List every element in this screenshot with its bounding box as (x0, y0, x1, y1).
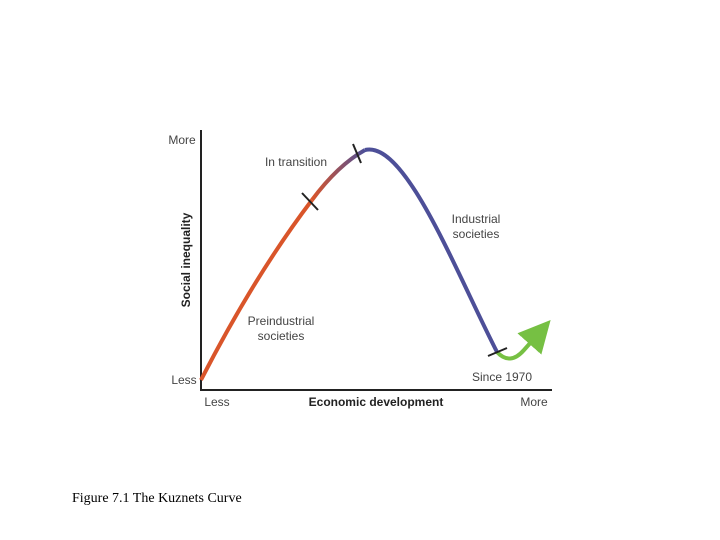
stage-label: societies (258, 329, 305, 343)
x-left-label: Less (204, 395, 229, 409)
y-bottom-label: Less (171, 373, 196, 387)
preindustrial-curve (199, 198, 314, 381)
stage-label: societies (453, 227, 500, 241)
y-top-label: More (168, 133, 196, 147)
divider (352, 143, 362, 164)
stage-label: Preindustrial (248, 314, 315, 328)
stage-label: Industrial (452, 212, 501, 226)
x-axis-title: Economic development (309, 395, 444, 409)
industrial-curve (364, 147, 499, 353)
divider (487, 347, 508, 357)
x-right-label: More (520, 395, 548, 409)
stage-label: In transition (265, 155, 327, 169)
since-1970-curve (495, 320, 551, 361)
stage-label: Since 1970 (472, 370, 532, 384)
caption: Figure 7.1 The Kuznets Curve (72, 491, 242, 506)
y-axis-title: Social inequality (179, 212, 193, 307)
transition-curve (310, 148, 366, 202)
divider (301, 192, 319, 211)
